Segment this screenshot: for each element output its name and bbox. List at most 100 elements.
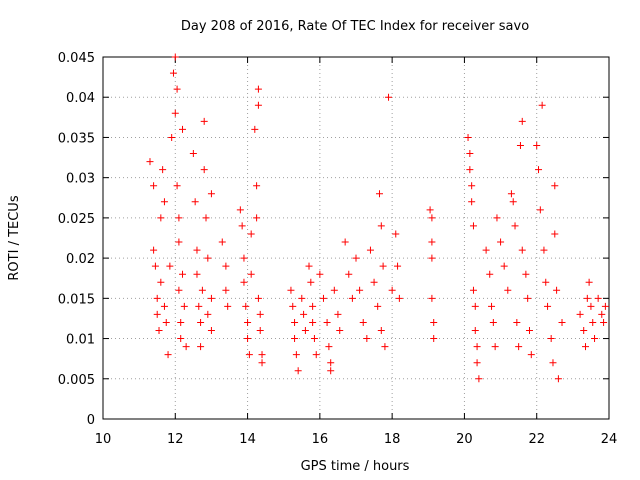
- data-point: [258, 351, 266, 359]
- data-point: [291, 318, 299, 326]
- data-point: [516, 141, 524, 149]
- data-point: [428, 294, 436, 302]
- data-point: [582, 343, 590, 351]
- data-point: [244, 318, 252, 326]
- axis-ticks: 10 12 14 16 18 20 22 24 0 0.005 0.01 0.015 0.02 0.025…: [58, 51, 617, 447]
- data-point: [542, 278, 550, 286]
- data-point: [381, 343, 389, 351]
- data-point: [345, 270, 353, 278]
- data-point: [179, 125, 187, 133]
- data-point: [576, 310, 584, 318]
- data-point: [348, 294, 356, 302]
- data-point: [525, 327, 533, 335]
- data-point: [334, 310, 342, 318]
- data-point: [177, 318, 185, 326]
- data-point: [323, 318, 331, 326]
- data-point: [292, 351, 300, 359]
- data-point: [544, 302, 552, 310]
- data-point: [173, 85, 181, 93]
- data-point: [236, 206, 244, 214]
- data-point: [291, 335, 299, 343]
- data-point: [305, 262, 313, 270]
- data-point: [238, 222, 246, 230]
- x-tick-label: 14: [239, 432, 256, 447]
- y-tick-label: 0.03: [66, 172, 95, 187]
- data-point: [585, 278, 593, 286]
- data-point: [171, 109, 179, 117]
- data-point: [394, 262, 402, 270]
- data-point: [540, 246, 548, 254]
- data-point: [258, 359, 266, 367]
- data-point: [207, 327, 215, 335]
- y-tick-label: 0.02: [66, 252, 95, 267]
- data-point: [175, 238, 183, 246]
- data-point: [182, 343, 190, 351]
- data-point: [222, 286, 230, 294]
- data-point: [395, 294, 403, 302]
- data-point: [204, 310, 212, 318]
- y-tick-label: 0.045: [58, 51, 95, 66]
- data-point: [518, 246, 526, 254]
- x-tick-label: 24: [601, 432, 618, 447]
- grid: [103, 57, 609, 419]
- data-point: [522, 270, 530, 278]
- data-point: [218, 238, 226, 246]
- data-point: [500, 262, 508, 270]
- data-point: [504, 286, 512, 294]
- data-point: [469, 286, 477, 294]
- data-point: [466, 150, 474, 158]
- data-point: [150, 246, 158, 254]
- data-point: [159, 166, 167, 174]
- data-point: [289, 302, 297, 310]
- data-point: [486, 270, 494, 278]
- data-point: [587, 302, 595, 310]
- data-point: [254, 294, 262, 302]
- data-point: [471, 302, 479, 310]
- data-point: [242, 302, 250, 310]
- data-point: [554, 375, 562, 383]
- data-point: [428, 214, 436, 222]
- data-point: [547, 335, 555, 343]
- data-point: [240, 278, 248, 286]
- data-point: [428, 254, 436, 262]
- y-tick-label: 0.04: [66, 91, 95, 106]
- data-point: [198, 286, 206, 294]
- data-point: [524, 294, 532, 302]
- data-point: [551, 182, 559, 190]
- data-point: [475, 375, 483, 383]
- data-point: [157, 214, 165, 222]
- data-points: [146, 53, 609, 383]
- data-point: [180, 302, 188, 310]
- data-point: [509, 198, 517, 206]
- data-point: [375, 190, 383, 198]
- data-point: [191, 198, 199, 206]
- data-point: [341, 238, 349, 246]
- data-point: [179, 270, 187, 278]
- data-point: [469, 222, 477, 230]
- data-point: [591, 335, 599, 343]
- data-point: [535, 166, 543, 174]
- data-point: [330, 286, 338, 294]
- data-point: [155, 327, 163, 335]
- data-point: [204, 254, 212, 262]
- data-point: [207, 294, 215, 302]
- data-point: [160, 302, 168, 310]
- data-point: [298, 294, 306, 302]
- data-point: [254, 85, 262, 93]
- data-point: [363, 335, 371, 343]
- data-point: [589, 318, 597, 326]
- data-point: [162, 318, 170, 326]
- data-point: [388, 286, 396, 294]
- data-point: [385, 93, 393, 101]
- data-point: [300, 310, 308, 318]
- data-point: [254, 101, 262, 109]
- data-point: [515, 343, 523, 351]
- data-point: [193, 270, 201, 278]
- data-point: [224, 302, 232, 310]
- data-point: [189, 150, 197, 158]
- data-point: [352, 254, 360, 262]
- data-point: [513, 318, 521, 326]
- data-point: [527, 351, 535, 359]
- data-point: [473, 359, 481, 367]
- data-point: [153, 310, 161, 318]
